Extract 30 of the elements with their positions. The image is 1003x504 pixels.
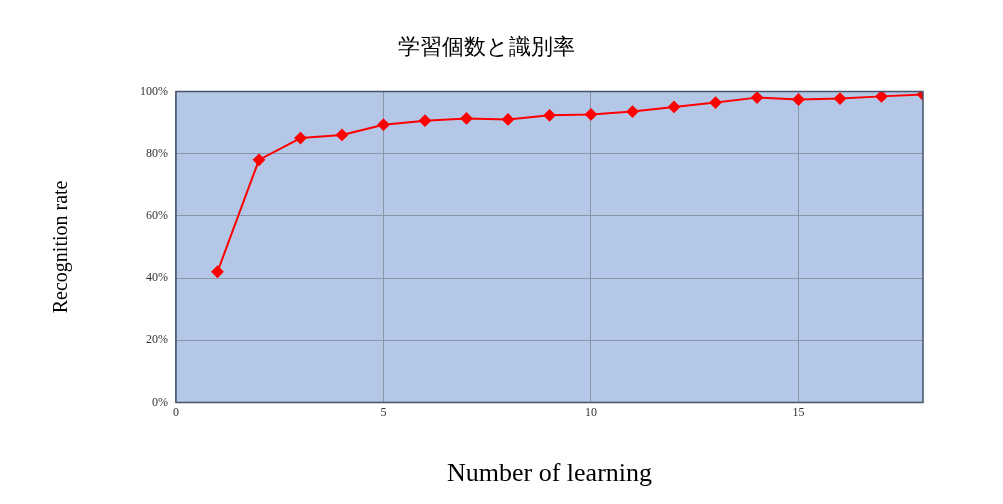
point <box>294 132 307 145</box>
point <box>419 114 431 127</box>
point <box>626 105 639 118</box>
y-tick-label: 0% <box>152 394 168 409</box>
point <box>377 118 390 131</box>
y-tick-label: 40% <box>146 270 168 285</box>
point <box>543 109 556 122</box>
y-tick-label: 100% <box>140 83 168 98</box>
x-tick-label: 10 <box>585 404 597 419</box>
point <box>585 108 597 121</box>
point <box>834 92 846 105</box>
x-tick-label: 5 <box>380 404 387 419</box>
chart-title: 学習個数と識別率 <box>398 33 575 59</box>
x-tick-label: 15 <box>792 404 805 419</box>
y-axis-title: Recognition rate <box>49 180 73 314</box>
x-axis-title: Number of learning <box>446 458 653 488</box>
point <box>460 112 473 125</box>
point <box>751 91 763 104</box>
point <box>253 153 265 166</box>
x-tick-label: 0 <box>173 404 179 419</box>
point <box>502 113 514 126</box>
point <box>792 93 805 106</box>
point <box>709 96 722 109</box>
point <box>211 265 224 278</box>
y-tick-label: 80% <box>146 145 168 160</box>
point <box>668 100 680 113</box>
point <box>875 91 888 103</box>
y-tick-label: 60% <box>146 207 168 222</box>
point <box>336 128 348 141</box>
y-tick-label: 20% <box>146 332 168 347</box>
